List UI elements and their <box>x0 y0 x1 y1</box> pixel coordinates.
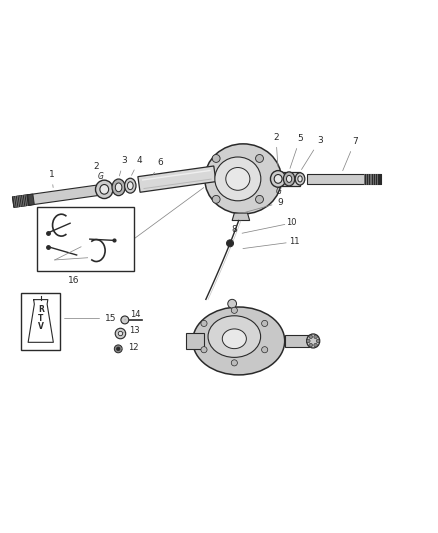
Text: V: V <box>38 322 44 332</box>
Ellipse shape <box>205 144 281 214</box>
Ellipse shape <box>124 178 136 193</box>
Circle shape <box>314 343 317 347</box>
Text: 3: 3 <box>301 136 323 169</box>
Ellipse shape <box>208 316 261 358</box>
Text: 16: 16 <box>68 276 80 285</box>
Circle shape <box>261 320 268 327</box>
Ellipse shape <box>223 329 246 349</box>
Ellipse shape <box>270 171 286 187</box>
Circle shape <box>117 347 120 351</box>
Text: 14: 14 <box>125 310 141 320</box>
Ellipse shape <box>283 172 295 186</box>
Polygon shape <box>232 213 250 221</box>
Text: 12: 12 <box>121 343 139 352</box>
Circle shape <box>121 316 129 324</box>
Text: R: R <box>38 305 44 314</box>
Circle shape <box>314 335 317 338</box>
Circle shape <box>201 320 207 327</box>
Ellipse shape <box>115 183 122 192</box>
Text: 5: 5 <box>290 134 303 168</box>
Circle shape <box>114 345 122 353</box>
Text: G: G <box>275 187 281 196</box>
Circle shape <box>255 196 263 203</box>
Circle shape <box>231 307 237 313</box>
Polygon shape <box>138 166 216 192</box>
Polygon shape <box>307 174 381 184</box>
Text: 15: 15 <box>64 314 117 323</box>
Polygon shape <box>206 171 243 187</box>
Text: 2: 2 <box>273 133 279 166</box>
Text: 11: 11 <box>289 238 300 246</box>
Text: 13: 13 <box>123 326 140 335</box>
Ellipse shape <box>127 182 133 190</box>
Bar <box>21 293 60 350</box>
Circle shape <box>212 196 220 203</box>
Circle shape <box>309 343 313 347</box>
Circle shape <box>261 346 268 353</box>
Polygon shape <box>285 335 309 347</box>
Text: G: G <box>97 172 103 181</box>
Polygon shape <box>280 172 300 186</box>
Text: T: T <box>38 314 43 323</box>
Circle shape <box>255 155 263 163</box>
Circle shape <box>231 360 237 366</box>
Text: 3: 3 <box>120 157 127 176</box>
Text: 1: 1 <box>49 170 54 188</box>
Ellipse shape <box>298 176 302 182</box>
Text: 10: 10 <box>286 218 297 227</box>
Text: 4: 4 <box>131 156 142 175</box>
Ellipse shape <box>95 180 113 198</box>
Circle shape <box>115 328 126 339</box>
Polygon shape <box>364 174 381 184</box>
Bar <box>37 207 134 271</box>
Circle shape <box>226 240 233 247</box>
Ellipse shape <box>215 157 261 201</box>
Ellipse shape <box>295 173 305 185</box>
Polygon shape <box>12 195 31 207</box>
Ellipse shape <box>193 307 285 375</box>
Ellipse shape <box>307 334 320 348</box>
Ellipse shape <box>100 184 109 194</box>
Text: 8: 8 <box>231 225 237 234</box>
Polygon shape <box>186 333 204 349</box>
Polygon shape <box>12 184 103 207</box>
Ellipse shape <box>286 175 292 182</box>
Text: 7: 7 <box>343 137 358 171</box>
Text: 6: 6 <box>153 158 163 174</box>
Circle shape <box>309 335 313 338</box>
Circle shape <box>316 339 320 343</box>
Text: 9: 9 <box>244 198 283 213</box>
Ellipse shape <box>226 167 250 190</box>
Circle shape <box>201 346 207 353</box>
Circle shape <box>212 155 220 163</box>
Circle shape <box>118 332 123 336</box>
Text: 2: 2 <box>94 161 101 177</box>
Ellipse shape <box>274 174 282 183</box>
Polygon shape <box>28 194 34 205</box>
Circle shape <box>307 339 310 343</box>
Circle shape <box>228 300 237 308</box>
Ellipse shape <box>112 179 125 196</box>
